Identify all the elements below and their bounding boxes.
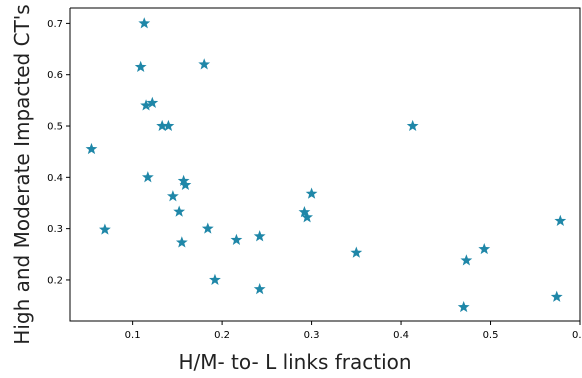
x-axis-ticks: 0.1 0.2 0.3 0.4 0.5 0.6: [125, 321, 582, 341]
scatter-point-9: [141, 171, 154, 183]
y-tick-label: 0.3: [47, 224, 63, 235]
y-tick-label: 0.2: [47, 275, 63, 286]
y-axis-ticks: 0.2 0.3 0.4 0.5 0.6 0.7: [47, 19, 70, 286]
scatter-point-14: [305, 187, 318, 199]
scatter-point-20: [230, 233, 243, 245]
scatter-point-3: [140, 99, 152, 111]
scatter-point-29: [457, 300, 470, 313]
x-tick-label: 0.2: [214, 330, 230, 341]
x-tick-label: 0.6: [572, 330, 582, 341]
scatter-point-16: [301, 211, 313, 223]
scatter-point-21: [175, 236, 188, 248]
points-layer: [85, 17, 567, 313]
scatter-point-13: [173, 205, 186, 217]
x-tick-label: 0.1: [125, 330, 141, 341]
scatter-point-25: [554, 214, 567, 226]
scatter-point-15: [298, 206, 311, 218]
scatter-point-23: [478, 242, 491, 255]
scatter-point-2: [198, 58, 211, 70]
x-tick-label: 0.3: [304, 330, 320, 341]
x-tick-label: 0.4: [393, 330, 409, 341]
scatter-point-1: [134, 60, 147, 73]
scatter-point-27: [253, 282, 266, 295]
scatter-point-26: [209, 273, 221, 285]
scatter-point-22: [350, 246, 363, 258]
x-tick-label: 0.5: [483, 330, 499, 341]
scatter-point-10: [177, 174, 190, 186]
y-tick-label: 0.6: [47, 70, 63, 81]
scatter-point-5: [156, 119, 169, 132]
scatter-point-19: [253, 230, 266, 242]
scatter-point-17: [99, 223, 111, 235]
scatter-point-0: [138, 17, 151, 29]
scatter-point-11: [179, 178, 192, 191]
y-tick-label: 0.7: [47, 19, 63, 30]
y-tick-label: 0.5: [47, 122, 63, 133]
scatter-point-24: [460, 254, 473, 266]
y-tick-label: 0.4: [47, 173, 63, 184]
y-axis-title: High and Moderate Impacted CT's: [10, 4, 34, 344]
scatter-point-18: [201, 222, 214, 234]
scatter-point-6: [162, 119, 175, 132]
scatter-point-7: [406, 119, 419, 132]
x-axis-title: H/M- to- L links fraction: [178, 350, 411, 374]
plot-area-frame: [69, 7, 581, 322]
scatter-point-4: [146, 96, 159, 108]
scatter-point-12: [167, 190, 179, 202]
scatter-point-8: [85, 142, 98, 155]
scatter-point-28: [550, 290, 563, 302]
